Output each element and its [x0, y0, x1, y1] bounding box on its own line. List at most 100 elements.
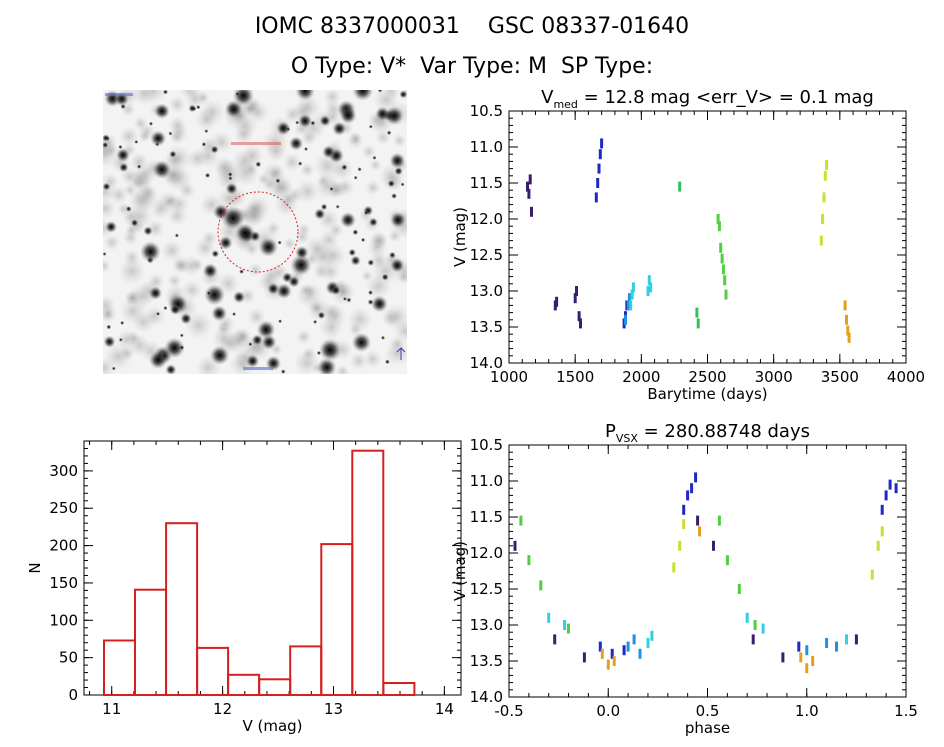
phase-point: [745, 612, 749, 623]
phase-axes: -0.5 0.0 0.5 1.0 1.5 10.5 11.0 11.5 12.0 12.5 13.0…: [451, 421, 918, 737]
lightcurve-point: [530, 206, 533, 217]
histogram-ytick-label: 250: [49, 499, 78, 517]
lightcurve-axes: 1000 1500 2000 2500 3000 3500 4000 10.5 11.0 11.5…: [451, 87, 925, 403]
lightcurve-point: [819, 235, 823, 246]
lightcurve-point: [624, 314, 627, 325]
phase-xlabel: phase: [685, 719, 730, 737]
phase-point: [753, 620, 757, 630]
phase-point: [626, 641, 630, 652]
phase-ytick-label: 10.5: [470, 436, 503, 454]
phase-point: [539, 580, 543, 591]
phase-point: [600, 648, 604, 659]
histogram-xtick-label: 13: [324, 700, 343, 718]
lightcurve-title-prefix: V: [541, 87, 554, 108]
lightcurve-point: [649, 282, 653, 293]
phase-title-prefix: P: [605, 421, 616, 442]
phase-point: [612, 656, 616, 666]
lightcurve-xlabel: Barytime (days): [647, 385, 767, 403]
phase-point: [737, 584, 741, 594]
corner-label-mark: [105, 93, 133, 96]
phase-point: [805, 645, 809, 656]
phase-point: [527, 555, 531, 566]
lightcurve-point: [716, 214, 720, 224]
phase-point: [725, 555, 729, 566]
bottom-label-mark: [243, 367, 273, 370]
lightcurve-point: [724, 289, 728, 300]
phase-point: [606, 659, 610, 670]
phase-point: [781, 652, 785, 663]
lightcurve-point: [526, 181, 529, 192]
lightcurve-point: [845, 314, 848, 325]
lightcurve-ytick-label: 11.0: [470, 138, 503, 156]
lightcurve-point: [598, 149, 602, 160]
lightcurve-ytick-label: 13.5: [470, 318, 503, 336]
phase-point: [678, 540, 682, 551]
lightcurve-xtick-label: 3000: [755, 368, 793, 386]
phase-point: [845, 634, 848, 645]
phase-frame: [508, 444, 907, 698]
phase-ytick-label: 11.0: [470, 472, 503, 490]
histogram-axes: 11 12 13 14 0 50 100 150 200 250 300 V (mag) N: [26, 440, 462, 735]
lightcurve-ytick-label: 10.5: [470, 102, 503, 120]
phase-ytick-label: 12.0: [470, 544, 503, 562]
phase-ytick-label: 14.0: [470, 688, 503, 706]
phase-point: [582, 652, 586, 663]
histogram-xtick-label: 14: [435, 700, 454, 718]
histogram-bar: [227, 673, 261, 696]
lightcurve-ytick-label: 14.0: [470, 354, 503, 372]
lightcurve-ytick-label: 12.0: [470, 210, 503, 228]
phase-point: [811, 656, 815, 666]
lightcurve-point: [723, 275, 727, 286]
phase-point: [880, 526, 884, 537]
lightcurve-point: [720, 253, 724, 264]
phase-point: [519, 515, 523, 526]
histogram-bar: [320, 543, 354, 696]
lightcurve-point: [823, 170, 827, 181]
phase-point: [876, 540, 880, 551]
lightcurve-point: [555, 296, 559, 307]
lightcurve-ytick-label: 13.0: [470, 282, 503, 300]
histogram-ytick-label: 300: [49, 462, 78, 480]
histogram-bar: [289, 645, 323, 697]
lightcurve-xtick-label: 3500: [821, 368, 859, 386]
phase-point: [825, 638, 829, 648]
chart-subtitle-types: O Type: V* Var Type: M SP Type:: [290, 54, 654, 79]
lightcurve-point: [847, 332, 851, 343]
lightcurve-point: [696, 318, 700, 329]
phase-point: [751, 634, 755, 645]
lightcurve-point: [627, 293, 631, 304]
lightcurve-point: [579, 318, 582, 329]
sky-thumbnail: [103, 90, 407, 374]
histogram-xlabel: V (mag): [242, 717, 302, 735]
phase-point: [563, 620, 567, 630]
lightcurve-point: [631, 282, 635, 293]
lightcurve-ylabel: V (mag): [451, 207, 469, 267]
phase-point: [682, 504, 686, 515]
lightcurve-title: Vmed = 12.8 mag <err_V> = 0.1 mag: [541, 87, 874, 111]
lightcurve-point: [846, 325, 850, 336]
lightcurve-point: [573, 293, 577, 304]
target-label-mark: [231, 142, 281, 145]
histogram-frame: [83, 440, 462, 696]
phase-point: [690, 483, 694, 494]
histogram-ytick-label: 100: [49, 611, 78, 629]
histogram-bar: [165, 522, 199, 697]
phase-point: [686, 490, 690, 501]
lightcurve-point: [647, 275, 651, 286]
histogram-bars: [103, 449, 416, 697]
phase-ytick-label: 12.5: [470, 580, 503, 598]
lightcurve-point: [600, 138, 604, 149]
phase-xtick-label: -0.5: [494, 702, 523, 720]
lightcurve-point: [597, 163, 601, 174]
phase-point: [610, 648, 614, 659]
histogram-bar: [258, 678, 292, 696]
phase-point: [884, 490, 888, 501]
phase-title-sub: VSX: [616, 432, 639, 445]
phase-point: [638, 648, 642, 659]
lightcurve-point: [822, 192, 826, 203]
phase-point: [761, 623, 765, 634]
phase-point: [797, 641, 801, 652]
histogram-bar: [134, 588, 167, 697]
histogram-xtick-label: 12: [213, 700, 232, 718]
lightcurve-point: [646, 286, 650, 296]
